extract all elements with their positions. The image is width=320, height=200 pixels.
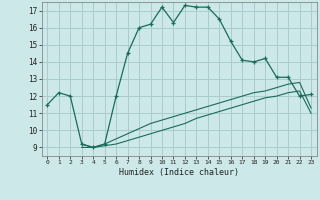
- X-axis label: Humidex (Indice chaleur): Humidex (Indice chaleur): [119, 168, 239, 177]
